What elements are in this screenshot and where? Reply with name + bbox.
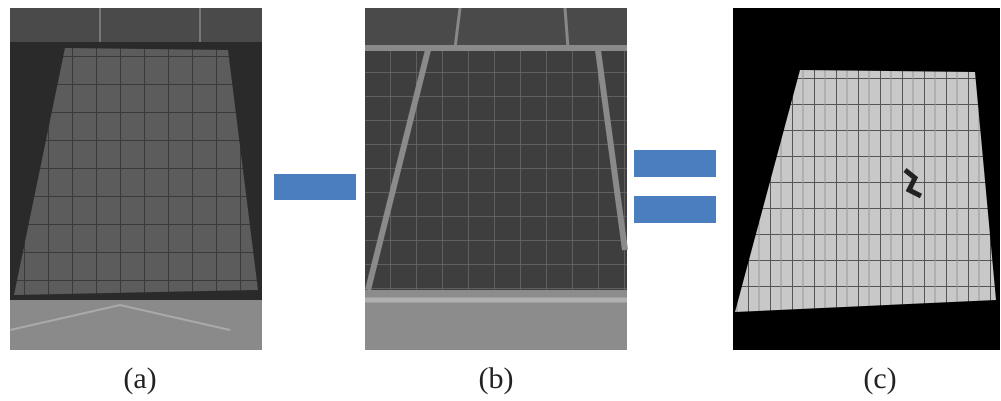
panel-label: (a) xyxy=(123,362,156,395)
panel-label: (c) xyxy=(863,362,896,395)
figure: (a) (b) (c) xyxy=(0,0,1001,401)
panel-label: (b) xyxy=(479,362,514,395)
image-a xyxy=(10,8,262,350)
equals-sign xyxy=(634,150,716,223)
image-b xyxy=(365,8,627,350)
image-c xyxy=(733,8,1000,350)
minus-sign xyxy=(274,174,356,200)
